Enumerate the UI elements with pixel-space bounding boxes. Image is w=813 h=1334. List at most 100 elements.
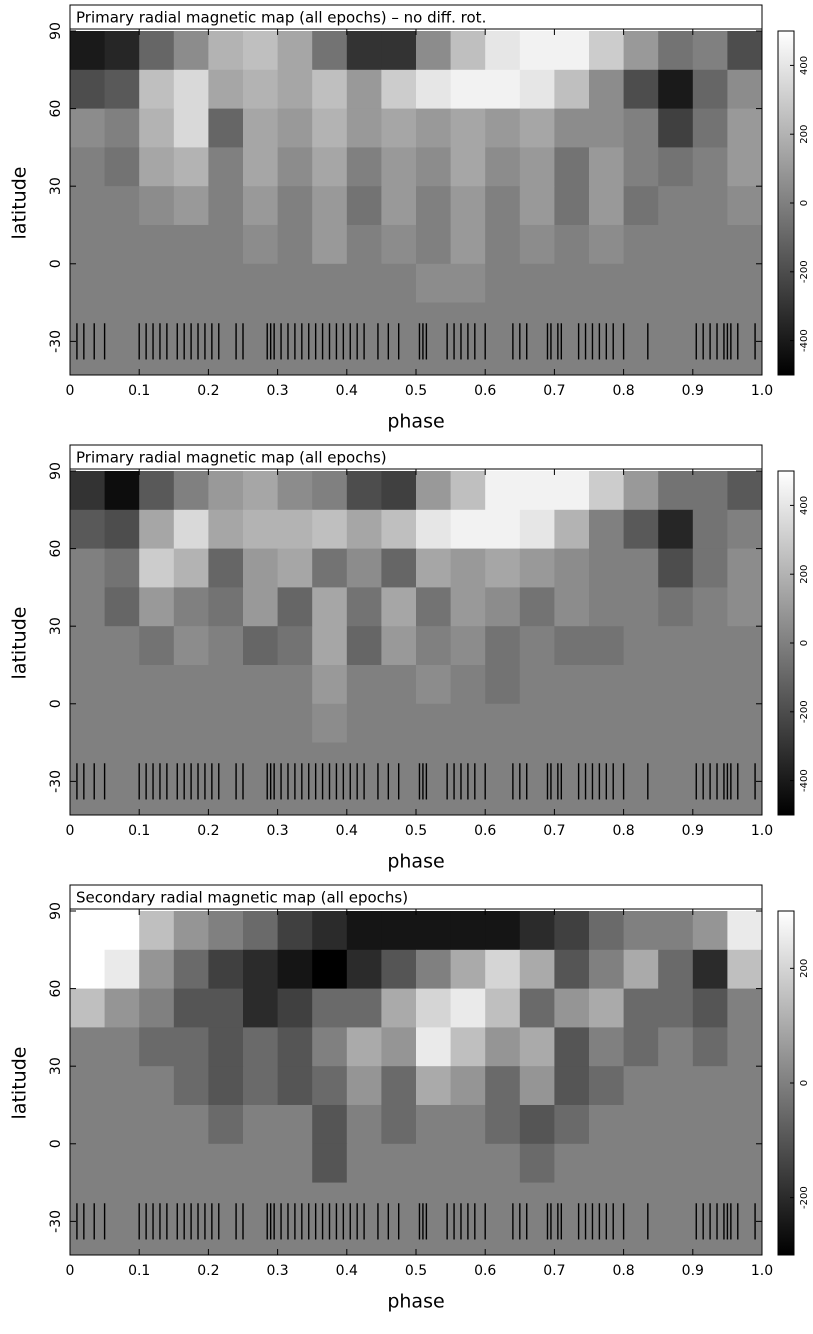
colorbar-tick-label: 0 — [799, 1080, 810, 1086]
x-tick-label: 0.3 — [266, 1263, 288, 1279]
y-tick-label: -30 — [48, 1210, 64, 1233]
map-cell — [519, 224, 555, 265]
map-cell — [623, 147, 659, 187]
map-cell — [589, 587, 625, 627]
map-cell — [554, 1104, 590, 1145]
map-cell — [139, 263, 175, 304]
map-cell — [381, 949, 417, 990]
map-cell — [104, 626, 140, 666]
map-cell — [104, 31, 140, 71]
map-cell — [346, 664, 382, 705]
map-cell — [589, 1143, 625, 1184]
colorbar-tick-label: -400 — [799, 769, 810, 792]
map-cell — [104, 911, 140, 951]
map-cell — [70, 108, 106, 148]
map-cell — [243, 949, 279, 990]
map-cell — [139, 31, 175, 71]
map-cell — [589, 186, 625, 226]
map-cell — [416, 1104, 452, 1145]
map-cell — [104, 742, 140, 782]
map-cell — [173, 587, 209, 627]
map-cell — [727, 147, 763, 187]
x-tick-label: 0.9 — [682, 823, 704, 839]
map-cell — [277, 949, 313, 990]
map-cell — [450, 224, 486, 265]
map-cell — [554, 626, 590, 666]
map-cell — [485, 703, 521, 744]
map-cell — [623, 1182, 659, 1222]
map-cell — [450, 1027, 486, 1067]
map-cell — [623, 1066, 659, 1106]
map-cell — [623, 548, 659, 588]
map-cell — [450, 1104, 486, 1145]
map-cell — [346, 186, 382, 226]
map-cell — [589, 147, 625, 187]
map-cell — [519, 587, 555, 627]
map-cell — [485, 1221, 521, 1256]
map-cell — [208, 263, 244, 304]
map-cell — [416, 781, 452, 816]
map-cell — [623, 509, 659, 550]
map-cell — [243, 302, 279, 342]
map-cell — [346, 1066, 382, 1106]
map-cell — [70, 1066, 106, 1106]
map-cell — [623, 911, 659, 951]
x-tick-label: 0.4 — [336, 823, 358, 839]
map-cell — [450, 548, 486, 588]
map-cell — [727, 1143, 763, 1184]
map-cell — [173, 664, 209, 705]
map-cell — [173, 147, 209, 187]
map-cell — [623, 263, 659, 304]
map-cell — [104, 224, 140, 265]
colorbar-tick-label: 200 — [799, 959, 810, 978]
map-cell — [346, 1143, 382, 1184]
map-cell — [485, 1104, 521, 1145]
map-cell — [554, 108, 590, 148]
map-cell — [208, 949, 244, 990]
map-cell — [658, 69, 694, 110]
map-cell — [692, 509, 728, 550]
map-cell — [658, 186, 694, 226]
y-axis-label: latitude — [9, 1047, 31, 1120]
map-cell — [312, 911, 348, 951]
map-cell — [104, 1221, 140, 1256]
x-tick-label: 1.0 — [751, 1263, 773, 1279]
map-cell — [485, 147, 521, 187]
map-cell — [243, 224, 279, 265]
map-cell — [312, 949, 348, 990]
map-cell — [692, 31, 728, 71]
map-cell — [623, 626, 659, 666]
map-cell — [416, 302, 452, 342]
map-cell — [623, 1027, 659, 1067]
map-cell — [623, 949, 659, 990]
map-cell — [312, 703, 348, 744]
map-cell — [139, 911, 175, 951]
map-cell — [70, 548, 106, 588]
map-cell — [519, 147, 555, 187]
map-cell — [243, 31, 279, 71]
map-cell — [554, 548, 590, 588]
map-cell — [485, 548, 521, 588]
map-cell — [208, 1182, 244, 1222]
map-cell — [277, 911, 313, 951]
map-cell — [70, 742, 106, 782]
x-tick-label: 0.7 — [543, 823, 565, 839]
map-cell — [346, 911, 382, 951]
map-cell — [450, 949, 486, 990]
map-cell — [519, 703, 555, 744]
map-cell — [381, 147, 417, 187]
map-cell — [519, 69, 555, 110]
x-tick-label: 0.2 — [197, 1263, 219, 1279]
map-cell — [692, 911, 728, 951]
map-cell — [485, 742, 521, 782]
map-cell — [554, 31, 590, 71]
map-cell — [692, 626, 728, 666]
map-cell — [450, 988, 486, 1028]
y-tick-label: 60 — [48, 540, 64, 558]
panel: Primary radial magnetic map (all epochs)… — [9, 444, 810, 873]
map-cell — [381, 186, 417, 226]
map-cell — [554, 302, 590, 342]
panel: Secondary radial magnetic map (all epoch… — [9, 884, 810, 1313]
x-tick-label: 0 — [66, 383, 75, 399]
map-cell — [104, 664, 140, 705]
